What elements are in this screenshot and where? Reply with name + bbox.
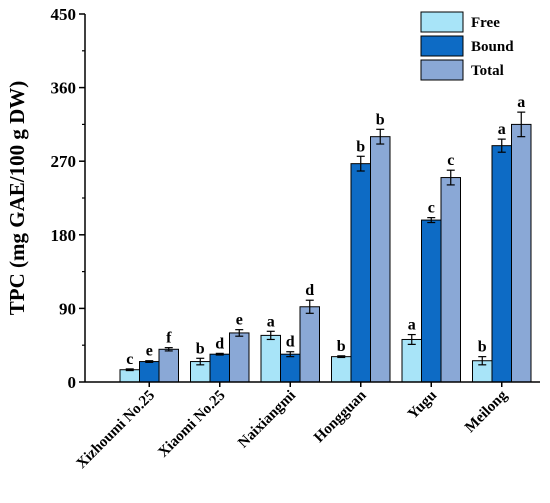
bar (209, 353, 230, 383)
significance-letter: b (196, 340, 205, 357)
significance-letter: a (267, 313, 275, 330)
y-axis-label: TPC (mg GAE/100 g DW) (5, 81, 29, 316)
bar (440, 177, 461, 383)
legend-swatch (420, 35, 464, 57)
significance-letter: c (447, 152, 454, 169)
significance-letter: b (356, 138, 365, 155)
significance-letter: d (215, 335, 224, 352)
significance-letter: e (146, 343, 153, 360)
bar (331, 356, 352, 383)
x-tick-label: Hongguan (311, 387, 370, 446)
significance-letter: a (517, 94, 525, 111)
significance-letter: c (428, 200, 435, 217)
y-tick-label: 180 (51, 226, 77, 245)
significance-letter: c (126, 351, 133, 368)
y-tick-label: 90 (59, 299, 76, 318)
significance-letter: b (376, 111, 385, 128)
legend-label: Free (471, 15, 500, 31)
y-tick-label: 450 (51, 5, 77, 24)
bar (119, 369, 140, 383)
x-tick-label: Meilong (462, 387, 511, 436)
bar (491, 145, 512, 383)
bar (421, 219, 442, 383)
y-tick-label: 0 (68, 373, 77, 392)
legend-swatch (420, 59, 464, 81)
legend-label: Total (471, 63, 504, 79)
bar (280, 353, 301, 383)
legend-label: Bound (471, 39, 514, 55)
x-tick-label: Yugu (405, 388, 440, 423)
significance-letter: b (337, 338, 346, 355)
bar (299, 306, 320, 383)
legend-swatch (420, 11, 464, 33)
bar (370, 136, 391, 383)
significance-letter: e (236, 312, 243, 329)
bar (260, 334, 281, 383)
bar (158, 348, 179, 383)
legend: Free Bound Total (420, 11, 514, 81)
significance-letter: f (166, 330, 172, 347)
x-tick-label: Xizhoumi No.25 (74, 388, 158, 472)
x-tick-label: Xiaomi No.25 (155, 388, 228, 461)
significance-letter: b (478, 339, 487, 356)
x-tick-label: Naixiangmi (235, 388, 299, 452)
bar (350, 163, 371, 383)
y-tick-label: 270 (51, 152, 77, 171)
bar (401, 338, 422, 383)
significance-letter: d (286, 334, 295, 351)
bar (229, 332, 250, 383)
significance-letter: d (305, 282, 314, 299)
significance-letter: a (408, 317, 416, 334)
bar (139, 361, 160, 383)
bar (511, 123, 532, 383)
significance-letter: a (498, 121, 506, 138)
y-tick-label: 360 (51, 79, 77, 98)
